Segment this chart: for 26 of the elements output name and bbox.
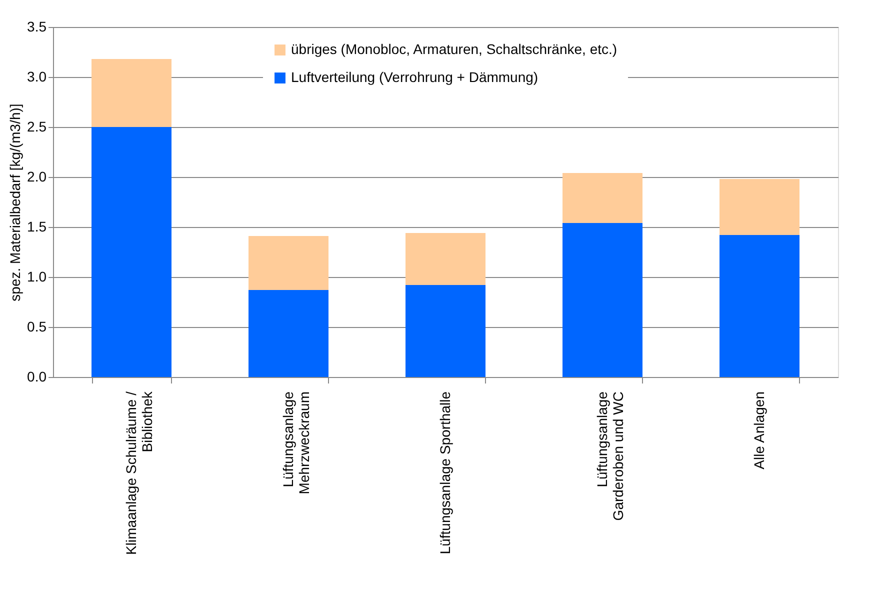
- y-tick-label: 3.5: [27, 18, 47, 34]
- legend-label: Luftverteilung (Verrohrung + Dämmung): [291, 69, 538, 85]
- legend-label: übriges (Monobloc, Armaturen, Schaltschränke, etc.): [291, 41, 618, 57]
- bar: [248, 236, 328, 290]
- x-tick-label: Alle Anlagen: [751, 392, 767, 470]
- bar: [720, 235, 800, 377]
- x-tick-label: Klimaanlage Schulräume / Bibliothek: [123, 390, 155, 555]
- y-tick-label: 2.5: [27, 118, 47, 134]
- x-tick-label: Lüftungsanlage Sporthalle: [437, 391, 453, 554]
- y-tick-label: 1.0: [27, 268, 47, 284]
- y-tick-label: 1.5: [27, 218, 47, 234]
- x-tick-label: Lüftungsanlage Garderoben und WC: [594, 391, 626, 521]
- bar: [406, 233, 486, 285]
- x-tick-label: Lüftungsanlage Mehrzweckraum: [280, 391, 312, 494]
- y-tick-label: 0.5: [27, 318, 47, 334]
- bar: [248, 290, 328, 377]
- bar: [562, 173, 642, 223]
- y-tick-label: 0.0: [27, 368, 47, 384]
- y-tick-label: 2.0: [27, 168, 47, 184]
- bar: [92, 59, 172, 127]
- y-tick-label: 3.0: [27, 68, 47, 84]
- bar: [720, 179, 800, 235]
- y-axis-title: spez. Materialbedarf [kg/(m3/h)]: [7, 104, 24, 302]
- bar: [92, 127, 172, 377]
- bar: [562, 223, 642, 377]
- bar: [406, 285, 486, 377]
